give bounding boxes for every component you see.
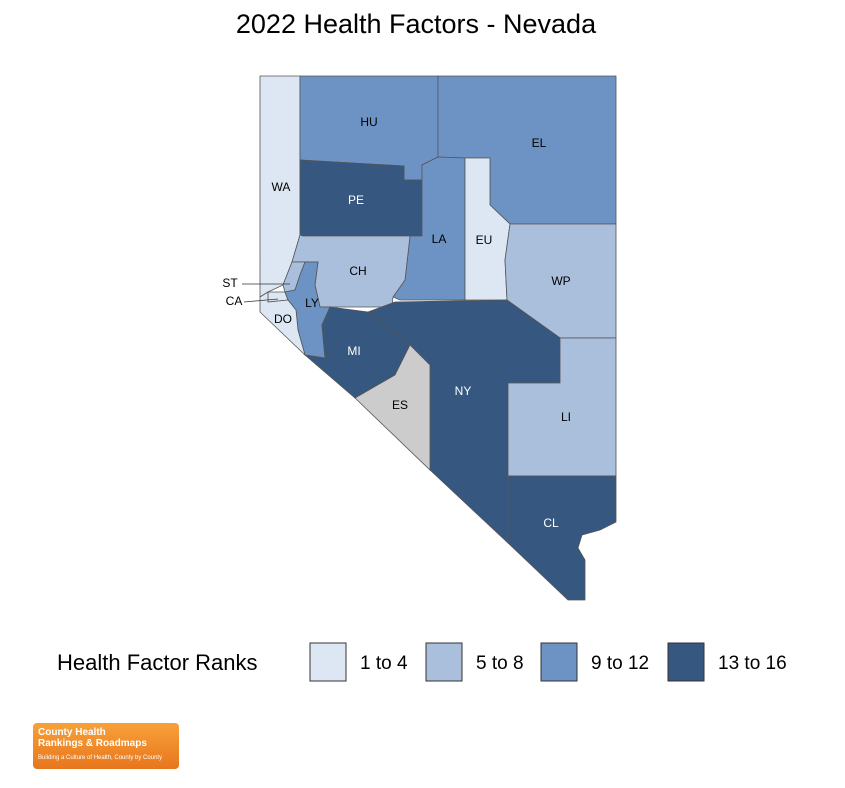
legend: 1 to 4 5 to 8 9 to 12 13 to 16 (309, 642, 787, 682)
county (354, 344, 431, 471)
county-label: WA (272, 180, 291, 194)
county-label: CL (543, 516, 559, 530)
county (259, 291, 306, 357)
county-label: PE (348, 193, 364, 207)
county-label: NY (455, 384, 472, 398)
county-label: LY (305, 296, 319, 310)
county-label: LI (561, 410, 571, 424)
county-label: CA (226, 294, 243, 308)
logo-line: Rankings & Roadmaps (38, 738, 147, 749)
counties (259, 75, 617, 601)
title: 2022 Health Factors - Nevada (236, 9, 597, 39)
county (507, 475, 617, 601)
legend-swatch (425, 642, 463, 682)
legend-swatch (309, 642, 347, 682)
county (392, 156, 466, 301)
logo-tagline: Building a Culture of Health, County by … (38, 755, 163, 761)
legend-title: Health Factor Ranks (57, 650, 258, 675)
leader-line (243, 298, 279, 303)
legend-swatch (667, 642, 705, 682)
county-label: ES (392, 398, 408, 412)
county-label: EU (476, 233, 493, 247)
legend-label: 9 to 12 (591, 653, 649, 674)
county-label: MI (347, 344, 360, 358)
logo: County Health Rankings & Roadmaps Buildi… (33, 723, 179, 769)
logo-line: County Health (38, 727, 106, 738)
county-labels: WA HU PE EL LA EU CH WP ST CA LY DO MI NY ES LI CL (222, 115, 571, 530)
county-label: ST (222, 276, 238, 290)
legend-label: 5 to 8 (476, 653, 524, 674)
county-label: DO (274, 312, 292, 326)
county-label: LA (432, 232, 447, 246)
legend-label: 1 to 4 (360, 653, 408, 674)
county-label: EL (532, 136, 547, 150)
county-label: HU (360, 115, 377, 129)
legend-swatch (540, 642, 578, 682)
legend-label: 13 to 16 (718, 653, 787, 674)
county-label: CH (349, 264, 366, 278)
county-label: WP (551, 274, 570, 288)
